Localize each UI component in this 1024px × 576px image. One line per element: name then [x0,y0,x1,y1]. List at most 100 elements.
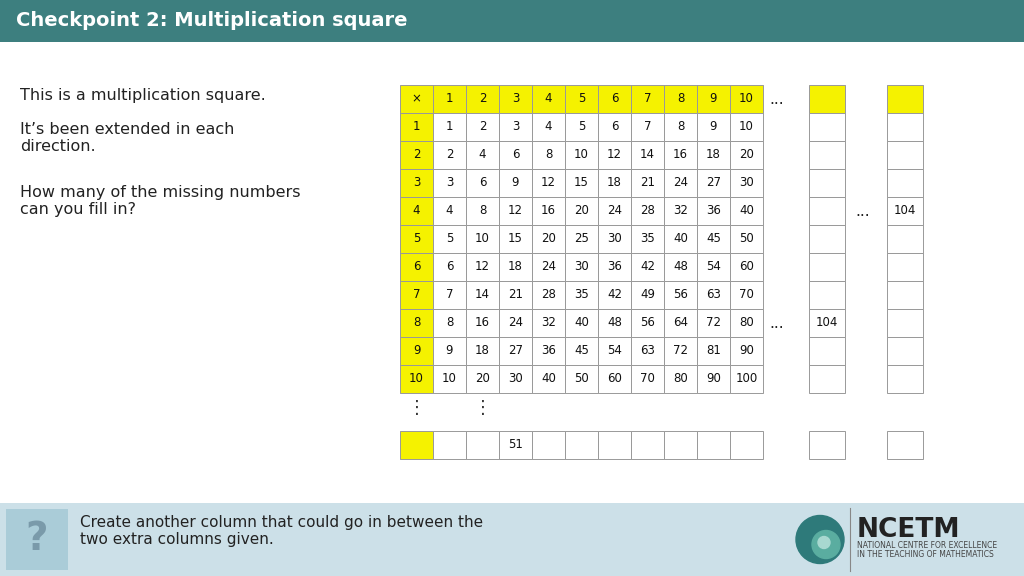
Bar [466,141,499,169]
Text: 1: 1 [445,120,454,134]
Text: 24: 24 [607,204,622,218]
Bar [433,309,466,337]
Bar [664,309,697,337]
Bar [466,85,499,113]
Text: 56: 56 [673,289,688,301]
Bar [730,337,763,365]
Text: ...: ... [770,316,784,331]
Text: 24: 24 [541,260,556,274]
Bar [565,253,598,281]
Bar [400,431,433,459]
Bar [598,225,631,253]
Text: 18: 18 [707,149,721,161]
Text: 10: 10 [574,149,589,161]
Bar [809,225,845,253]
Text: 7: 7 [644,93,651,105]
Text: 54: 54 [607,344,622,358]
Bar [664,337,697,365]
Bar [631,337,664,365]
Bar [730,141,763,169]
Bar [664,113,697,141]
Text: 20: 20 [475,373,489,385]
Bar [565,197,598,225]
Bar [499,225,532,253]
Bar [499,85,532,113]
Bar [697,431,730,459]
Bar [598,365,631,393]
Bar [631,309,664,337]
Bar [433,225,466,253]
Circle shape [818,536,830,548]
Text: 36: 36 [707,204,721,218]
Bar [400,225,433,253]
Text: 104: 104 [894,204,916,218]
Bar [809,309,845,337]
Text: 63: 63 [640,344,655,358]
Bar [730,281,763,309]
Bar [809,253,845,281]
Text: 42: 42 [607,289,622,301]
Text: 27: 27 [508,344,523,358]
Text: 48: 48 [607,316,622,329]
Text: 40: 40 [673,233,688,245]
Text: 51: 51 [508,438,523,452]
Text: 40: 40 [541,373,556,385]
Text: 36: 36 [541,344,556,358]
Bar [631,253,664,281]
Text: 24: 24 [673,176,688,190]
Bar [433,365,466,393]
Text: 4: 4 [445,204,454,218]
Bar [433,169,466,197]
Bar [598,141,631,169]
Bar [664,225,697,253]
Bar [565,337,598,365]
Bar [631,113,664,141]
Text: 60: 60 [607,373,622,385]
Bar [499,253,532,281]
Text: 16: 16 [673,149,688,161]
Text: 27: 27 [706,176,721,190]
Bar [565,365,598,393]
Text: 70: 70 [640,373,655,385]
Text: 20: 20 [541,233,556,245]
Text: 6: 6 [413,260,420,274]
Bar [433,141,466,169]
Text: 12: 12 [607,149,622,161]
Bar [433,281,466,309]
Text: 20: 20 [739,149,754,161]
Text: 72: 72 [706,316,721,329]
Text: 49: 49 [640,289,655,301]
Text: 8: 8 [677,120,684,134]
Bar [400,253,433,281]
Bar [664,431,697,459]
Bar [466,431,499,459]
Bar [664,141,697,169]
Text: 63: 63 [707,289,721,301]
Text: 18: 18 [607,176,622,190]
Text: 6: 6 [512,149,519,161]
Text: 42: 42 [640,260,655,274]
Bar [887,431,923,459]
Bar [400,309,433,337]
Bar [887,253,923,281]
Text: 9: 9 [512,176,519,190]
Bar [565,141,598,169]
Bar [0,0,1024,42]
Bar [433,85,466,113]
Bar [730,431,763,459]
Text: 72: 72 [673,344,688,358]
Text: 8: 8 [545,149,552,161]
Bar [697,113,730,141]
Text: 3: 3 [512,93,519,105]
Bar [730,169,763,197]
Bar [631,365,664,393]
Bar [887,169,923,197]
Text: It’s been extended in each
direction.: It’s been extended in each direction. [20,122,234,154]
Text: NATIONAL CENTRE FOR EXCELLENCE: NATIONAL CENTRE FOR EXCELLENCE [857,541,997,550]
Text: 40: 40 [574,316,589,329]
Bar [400,337,433,365]
Bar [598,169,631,197]
Text: 5: 5 [445,233,454,245]
Text: How many of the missing numbers
can you fill in?: How many of the missing numbers can you … [20,185,300,217]
Bar [809,365,845,393]
